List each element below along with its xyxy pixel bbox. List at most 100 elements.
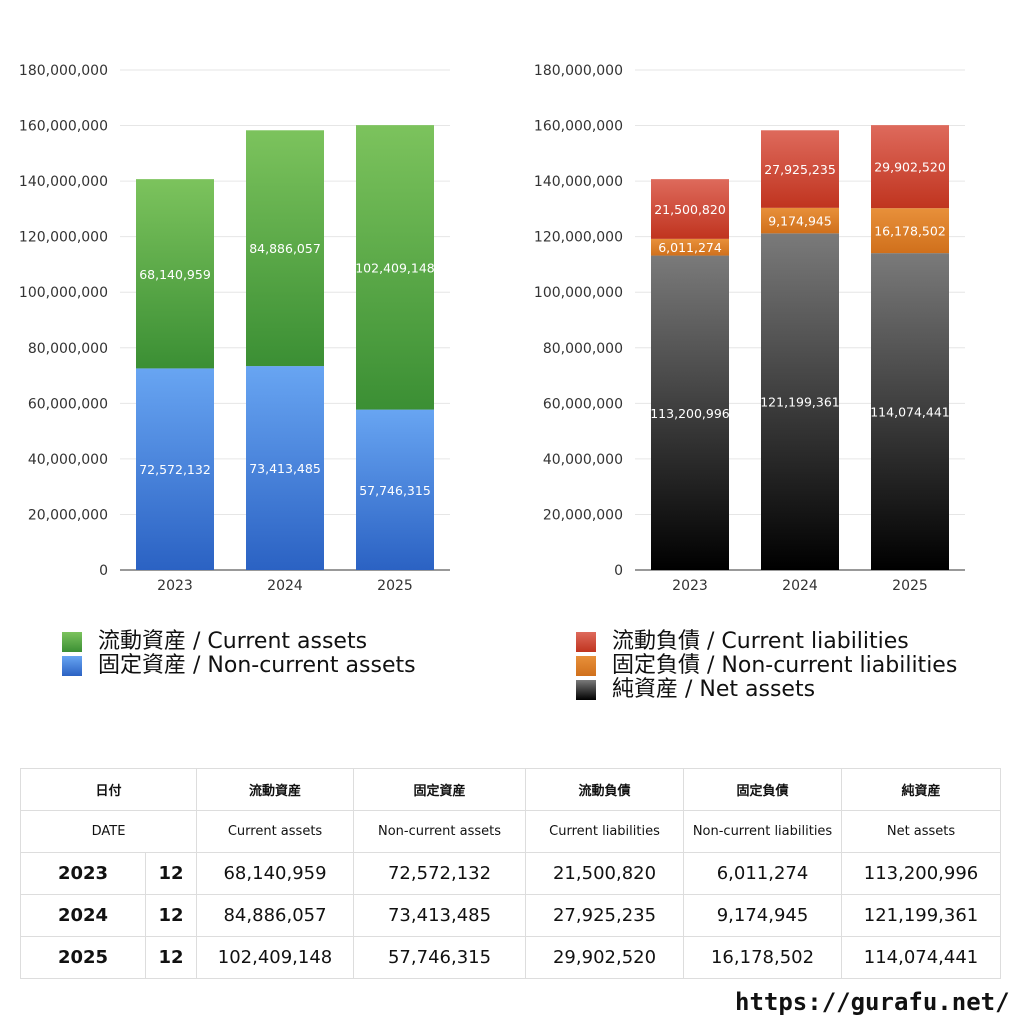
- site-url: https://gurafu.net/: [735, 988, 1010, 1016]
- bar-segment: [761, 233, 839, 570]
- month-cell: 12: [144, 936, 198, 979]
- bar-segment: [651, 255, 729, 570]
- value-cell: 16,178,502: [683, 936, 843, 979]
- value-cell: 72,572,132: [353, 852, 527, 895]
- assets-chart-svg: 0 20,000,000 40,000,000 60,000,000 80,000,00…: [19, 63, 450, 594]
- data-label: 121,199,361: [760, 395, 840, 410]
- value-cell: 68,140,959: [196, 852, 355, 895]
- y-tick-label: 140,000,000: [19, 174, 108, 190]
- value-cell: 21,500,820: [525, 852, 685, 895]
- table-row: 2025 12 102,409,148 57,746,315 29,902,52…: [20, 936, 1002, 979]
- data-label: 57,746,315: [359, 483, 431, 498]
- value-cell: 27,925,235: [525, 894, 685, 937]
- header-cell: Current liabilities: [525, 810, 685, 853]
- table-row: 2024 12 84,886,057 73,413,485 27,925,235…: [20, 894, 1002, 937]
- value-cell: 6,011,274: [683, 852, 843, 895]
- assets-chart: 0 20,000,000 40,000,000 60,000,000 80,000,00…: [0, 40, 500, 610]
- bar-segment: [761, 207, 839, 234]
- y-tick-label: 40,000,000: [28, 452, 108, 468]
- y-tick-label: 20,000,000: [28, 507, 108, 523]
- header-cell: Non-current assets: [353, 810, 527, 853]
- bar-segment: [871, 253, 949, 570]
- value-cell: 121,199,361: [841, 894, 1002, 937]
- x-tick-label: 2025: [377, 578, 413, 594]
- data-label: 102,409,148: [355, 260, 435, 275]
- legend-item-non-current-liabilities: 固定負債 / Non-current liabilities: [576, 654, 957, 678]
- bar-segment: [246, 366, 324, 570]
- y-tick-label: 100,000,000: [19, 285, 108, 301]
- legend-label: 流動資産 / Current assets: [98, 629, 368, 654]
- bar-segment: [136, 179, 214, 369]
- year-cell: 2023: [20, 852, 146, 895]
- header-cell: Current assets: [196, 810, 355, 853]
- value-cell: 113,200,996: [841, 852, 1002, 895]
- legend-item-current-assets: 流動資産 / Current assets: [62, 630, 416, 654]
- bar-segment: [871, 208, 949, 254]
- table-row: 2023 12 68,140,959 72,572,132 21,500,820…: [20, 852, 1002, 895]
- data-label: 72,572,132: [139, 462, 211, 477]
- table-header-en: DATE Current assets Non-current assets C…: [19, 810, 1002, 853]
- y-tick-label: 60,000,000: [543, 396, 623, 412]
- x-tick-label: 2024: [267, 578, 303, 594]
- legend-swatch: [62, 632, 82, 652]
- header-cell: Net assets: [841, 810, 1002, 853]
- legend-item-non-current-assets: 固定資産 / Non-current assets: [62, 654, 416, 678]
- legend-label: 純資産 / Net assets: [612, 677, 816, 702]
- legend-swatch: [576, 680, 596, 700]
- value-cell: 29,902,520: [525, 936, 685, 979]
- bar-segment: [136, 368, 214, 570]
- data-label: 73,413,485: [249, 461, 321, 476]
- x-tick-label: 2023: [157, 578, 193, 594]
- legend-label: 固定負債 / Non-current liabilities: [612, 653, 958, 678]
- header-cell: 日付: [19, 768, 198, 811]
- bar-segment: [871, 125, 949, 209]
- y-tick-label: 20,000,000: [543, 507, 623, 523]
- y-tick-label: 120,000,000: [534, 230, 623, 246]
- liabilities-chart: 0 20,000,000 40,000,000 60,000,000 80,000,00…: [515, 40, 1015, 610]
- legend-label: 固定資産 / Non-current assets: [98, 653, 416, 678]
- value-cell: 57,746,315: [353, 936, 527, 979]
- y-tick-label: 180,000,000: [19, 63, 108, 79]
- header-cell: 固定負債: [683, 768, 843, 811]
- month-cell: 12: [144, 894, 198, 937]
- liabilities-legend: 流動負債 / Current liabilities 固定負債 / Non-cu…: [576, 630, 957, 702]
- x-tick-label: 2024: [782, 578, 818, 594]
- header-cell: 固定資産: [353, 768, 527, 811]
- y-tick-label: 80,000,000: [543, 341, 623, 357]
- legend-swatch: [62, 656, 82, 676]
- header-cell: DATE: [19, 810, 198, 853]
- y-tick-label: 140,000,000: [534, 174, 623, 190]
- data-label: 29,902,520: [874, 160, 946, 175]
- y-tick-label: 180,000,000: [534, 63, 623, 79]
- value-cell: 84,886,057: [196, 894, 355, 937]
- data-label: 9,174,945: [768, 214, 832, 229]
- legend-item-current-liabilities: 流動負債 / Current liabilities: [576, 630, 957, 654]
- x-tick-label: 2025: [892, 578, 928, 594]
- value-cell: 102,409,148: [196, 936, 355, 979]
- y-tick-label: 160,000,000: [19, 119, 108, 135]
- header-cell: 純資産: [841, 768, 1002, 811]
- legend-item-net-assets: 純資産 / Net assets: [576, 678, 957, 702]
- data-table: 日付 流動資産 固定資産 流動負債 固定負債 純資産 DATE Current …: [19, 768, 1002, 979]
- data-label: 84,886,057: [249, 241, 321, 256]
- table-header-jp: 日付 流動資産 固定資産 流動負債 固定負債 純資産: [19, 768, 1002, 811]
- data-label: 16,178,502: [874, 224, 946, 239]
- data-label: 113,200,996: [650, 406, 730, 421]
- x-tick-label: 2023: [672, 578, 708, 594]
- bar-segment: [761, 130, 839, 208]
- header-cell: 流動資産: [196, 768, 355, 811]
- legend-label: 流動負債 / Current liabilities: [612, 629, 909, 654]
- bar-segment: [356, 409, 434, 570]
- data-label: 27,925,235: [764, 162, 836, 177]
- bar-segment: [356, 125, 434, 410]
- data-label: 6,011,274: [658, 240, 722, 255]
- year-cell: 2025: [20, 936, 146, 979]
- y-tick-label: 160,000,000: [534, 119, 623, 135]
- y-tick-label: 0: [614, 563, 623, 579]
- bar-segment: [246, 130, 324, 367]
- data-label: 68,140,959: [139, 267, 211, 282]
- y-tick-label: 0: [99, 563, 108, 579]
- y-tick-label: 60,000,000: [28, 396, 108, 412]
- y-tick-label: 100,000,000: [534, 285, 623, 301]
- value-cell: 9,174,945: [683, 894, 843, 937]
